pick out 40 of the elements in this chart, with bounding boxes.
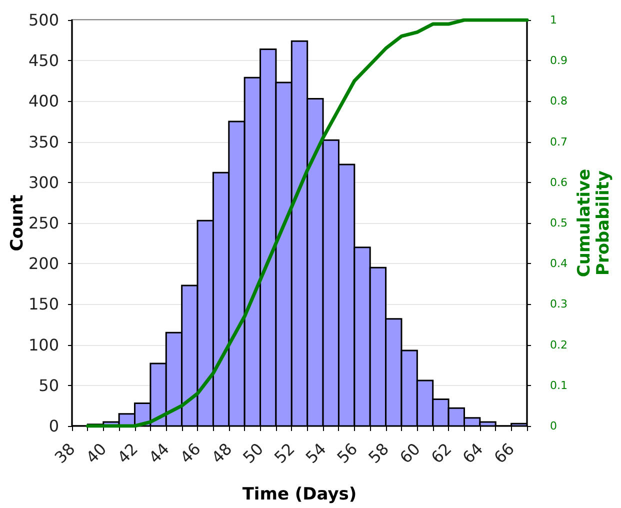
- x-tick-label: 40: [82, 439, 110, 468]
- y-tick-label: 100: [28, 335, 59, 354]
- x-tick-label: 48: [208, 439, 236, 468]
- y-tick-label: 300: [28, 172, 59, 192]
- y-tick-label: 0: [48, 416, 59, 436]
- y2-tick-label: 0: [550, 420, 557, 432]
- x-tick-label: 44: [145, 439, 173, 468]
- x-tick-label: 56: [333, 439, 362, 468]
- x-tick-label: 46: [176, 439, 204, 468]
- x-tick-label: 66: [490, 439, 518, 468]
- y2-tick-label: 0.6: [550, 176, 568, 189]
- y-tick-label: 400: [28, 92, 59, 111]
- x-tick-label: 64: [458, 439, 487, 468]
- y2-tick-label: 0.3: [550, 298, 568, 311]
- y-tick-label: 200: [28, 254, 59, 274]
- x-tick-label: 60: [396, 439, 424, 468]
- y2-tick-label: 0.1: [550, 378, 568, 392]
- y2-tick-label: 0.4: [550, 257, 568, 270]
- y2-tick-label: 0.9: [550, 54, 568, 68]
- y-tick-label: 50: [38, 376, 59, 395]
- y-axis-title: Count: [8, 194, 28, 252]
- x-tick-label: 42: [114, 439, 142, 468]
- y-tick-label: 350: [28, 132, 59, 152]
- y-tick-label: 450: [28, 51, 59, 70]
- y2-tick-label: 0.8: [550, 94, 568, 108]
- y2-tick-label: 1: [550, 14, 557, 26]
- x-tick-label: 52: [270, 439, 298, 468]
- x-tick-label: 62: [427, 439, 456, 468]
- y-tick-label: 500: [28, 10, 59, 30]
- x-tick-label: 54: [302, 439, 330, 468]
- x-axis-title: Time (Days): [242, 484, 357, 504]
- x-tick-label: 58: [364, 439, 393, 468]
- y-tick-label: 150: [28, 294, 59, 314]
- x-tick-label: 38: [50, 439, 79, 468]
- y2-tick-label: 0.2: [550, 338, 568, 352]
- x-tick-label: 50: [239, 439, 267, 468]
- y-tick-label: 250: [28, 214, 59, 232]
- y2-axis-title: Cumulative Probability: [574, 168, 614, 278]
- y2-tick-label: 0.7: [550, 135, 568, 148]
- y2-tick-label: 0.5: [550, 216, 568, 230]
